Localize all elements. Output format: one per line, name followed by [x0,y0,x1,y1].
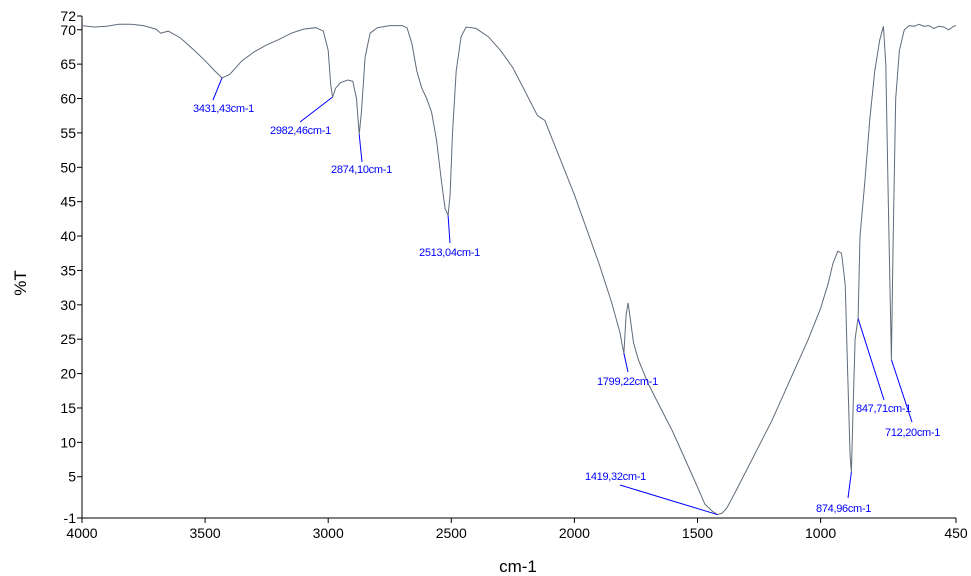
y-tick-label: 10 [60,434,76,450]
x-tick-label: 3500 [190,525,221,541]
x-tick-label: 4000 [66,525,97,541]
y-tick-label: 5 [68,469,76,485]
peak-annotation-label: 1799,22cm-1 [597,376,658,388]
y-tick-label: 20 [60,366,76,382]
peak-annotation-label: 2874,10cm-1 [331,164,392,176]
y-tick-label: 40 [60,228,76,244]
peak-annotations: 3431,43cm-1 2982,46cm-1 2874,10cm-1 2513,04… [193,77,941,516]
peak-annotation-leader [447,215,451,244]
peak-annotation-label: 712,20cm-1 [885,427,940,439]
peak-annotation-leader [623,352,629,373]
x-tick-label: 1000 [805,525,836,541]
y-tick-label: 55 [60,125,76,141]
y-tick-label: 45 [60,194,76,210]
peak-annotation-label: 1419,32cm-1 [585,471,646,483]
y-tick-label: -1 [64,510,77,526]
peak-annotation-leader [857,318,885,401]
peak-annotation-leader [358,134,363,163]
peak-annotation-leader [847,471,852,499]
x-tick-label: 3000 [313,525,344,541]
y-tick-label: 72 [60,8,76,24]
peak-annotation-label: 2982,46cm-1 [270,125,331,137]
tick-marks: 4000 3500 3000 2500 2000 1500 1000 450 -1 5 10 15 20… [60,8,967,541]
peak-annotation-label: 3431,43cm-1 [193,103,254,115]
y-tick-label: 25 [60,331,76,347]
peak-annotation-leader [619,484,718,516]
peak-annotation-label: 2513,04cm-1 [419,247,480,259]
y-tick-label: 60 [60,91,76,107]
y-tick-label: 65 [60,56,76,72]
peak-annotation-leader [212,77,223,101]
peak-annotation-leader [890,359,913,423]
y-tick-label: 50 [60,159,76,175]
axes [81,16,956,519]
x-tick-label: 1500 [682,525,713,541]
y-tick-label: 30 [60,297,76,313]
peak-annotation-leader [299,96,333,123]
y-tick-label: 70 [60,22,76,38]
x-tick-label: 2000 [559,525,590,541]
x-axis-title: cm-1 [499,557,537,576]
x-tick-label: 2500 [436,525,467,541]
peak-annotation-label: 847,71cm-1 [856,403,911,415]
peak-annotation-label: 874,96cm-1 [816,503,871,515]
y-tick-label: 15 [60,400,76,416]
spectrum-line [81,23,957,516]
x-tick-label: 450 [944,525,968,541]
y-tick-label: 35 [60,262,76,278]
y-axis-title: %T [11,270,30,296]
